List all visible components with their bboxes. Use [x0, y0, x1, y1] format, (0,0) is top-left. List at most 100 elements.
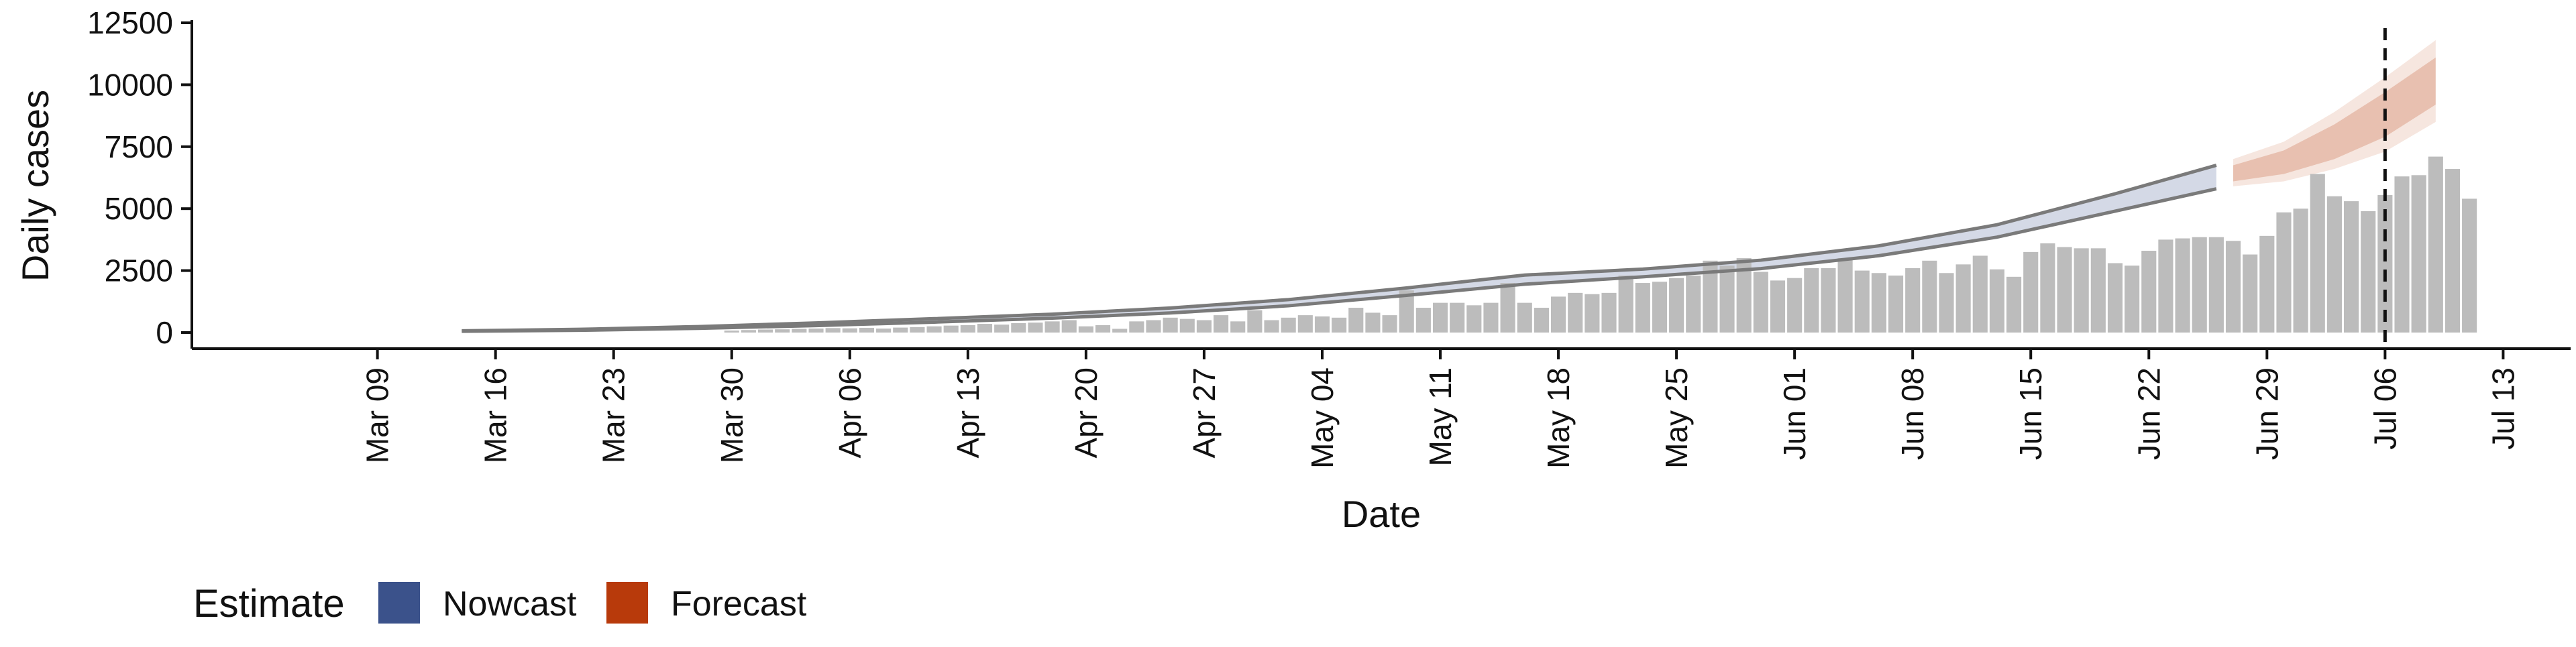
- bar: [2023, 251, 2039, 333]
- bar: [1601, 292, 1617, 333]
- bar: [1264, 320, 1279, 333]
- legend-title: Estimate: [193, 582, 345, 626]
- bar: [2158, 239, 2174, 333]
- y-tick-label: 2500: [105, 253, 173, 288]
- bar: [2243, 254, 2258, 333]
- bar: [1196, 320, 1212, 333]
- bars: [724, 156, 2477, 333]
- bar: [2107, 263, 2123, 333]
- bar: [1888, 275, 1904, 333]
- bar: [1922, 260, 1937, 333]
- x-tick-label: Mar 16: [478, 367, 513, 463]
- bar: [1450, 302, 1465, 333]
- bar: [808, 329, 824, 333]
- bar: [859, 327, 875, 333]
- lines: [462, 164, 2217, 333]
- x-tick-label: Jun 15: [2013, 367, 2048, 460]
- bar: [977, 324, 993, 333]
- bar: [2175, 238, 2190, 333]
- bar: [2125, 266, 2140, 333]
- bar: [943, 325, 959, 333]
- bar: [2259, 235, 2275, 333]
- bar: [1939, 273, 1954, 333]
- bar: [724, 331, 739, 333]
- bar: [775, 329, 790, 333]
- x-tick-label: Jul 13: [2485, 367, 2520, 450]
- bar: [1466, 305, 1482, 333]
- bar: [1517, 302, 1532, 333]
- bar: [1837, 258, 1853, 333]
- x-tick-label: Apr 06: [833, 367, 867, 459]
- bar: [2462, 198, 2477, 333]
- bar: [2006, 276, 2022, 333]
- bar: [876, 329, 892, 333]
- bar: [2326, 196, 2342, 333]
- x-tick-label: May 04: [1305, 367, 1340, 469]
- bar: [2040, 243, 2055, 333]
- bar: [1585, 294, 1600, 333]
- bar: [1618, 275, 1633, 333]
- bar: [1432, 302, 1448, 333]
- bar: [2445, 169, 2461, 333]
- bar: [1686, 275, 1701, 333]
- bar: [1669, 278, 1684, 333]
- y-ticks: 0 2500 5000 7500 10000 12500: [87, 5, 192, 350]
- x-tick-label: Mar 09: [360, 367, 395, 463]
- x-tick-label: May 11: [1423, 367, 1458, 466]
- bar: [1129, 321, 1144, 333]
- y-axis-title: Daily cases: [14, 90, 56, 282]
- bar: [1703, 260, 1718, 333]
- bar: [2310, 174, 2325, 333]
- bar: [1787, 278, 1803, 333]
- x-ticks: Mar 09 Mar 16 Mar 23 Mar 30 Apr 06 Apr 13 Apr …: [360, 349, 2520, 469]
- bar: [910, 327, 925, 333]
- bar: [926, 326, 942, 333]
- bar: [2090, 248, 2106, 333]
- bar: [1736, 258, 1752, 333]
- bar: [1635, 283, 1650, 333]
- bar: [1011, 322, 1026, 333]
- y-tick-label: 7500: [105, 129, 173, 164]
- x-tick-label: Apr 20: [1069, 367, 1104, 459]
- y-tick-label: 5000: [105, 191, 173, 226]
- bar: [960, 325, 975, 333]
- bar: [1415, 308, 1431, 333]
- bar: [1955, 264, 1971, 333]
- bar: [1028, 322, 1043, 333]
- bar: [1550, 296, 1566, 333]
- bar: [1905, 268, 1921, 333]
- bar: [1112, 329, 1128, 333]
- bar: [2361, 211, 2376, 333]
- bar: [2428, 156, 2443, 333]
- bar: [1804, 268, 1819, 333]
- bar: [1348, 308, 1364, 333]
- bar: [1095, 325, 1111, 333]
- bar: [1483, 302, 1499, 333]
- bar: [1281, 317, 1296, 333]
- bar: [2377, 194, 2393, 333]
- bar: [1146, 320, 1161, 333]
- x-tick-label: Jun 08: [1895, 367, 1930, 460]
- bar: [1989, 269, 2005, 333]
- bar: [1568, 292, 1583, 333]
- bar: [994, 325, 1010, 333]
- bar: [1854, 270, 1870, 333]
- bar: [2293, 209, 2308, 333]
- x-axis-title: Date: [1342, 493, 1421, 535]
- bar: [1078, 326, 1093, 333]
- legend-swatch-nowcast: [378, 582, 420, 624]
- x-tick-label: Apr 13: [951, 367, 985, 459]
- bar: [1753, 272, 1768, 333]
- bar: [1314, 316, 1330, 333]
- bar: [1044, 321, 1060, 333]
- bar: [1719, 266, 1735, 333]
- x-tick-label: Jul 06: [2367, 367, 2402, 450]
- y-tick-label: 12500: [87, 5, 173, 40]
- bar: [1534, 308, 1549, 333]
- bar: [1297, 315, 1313, 333]
- forecast-bands: [2233, 40, 2436, 186]
- x-tick-label: Mar 23: [596, 367, 631, 463]
- bar: [2394, 176, 2410, 333]
